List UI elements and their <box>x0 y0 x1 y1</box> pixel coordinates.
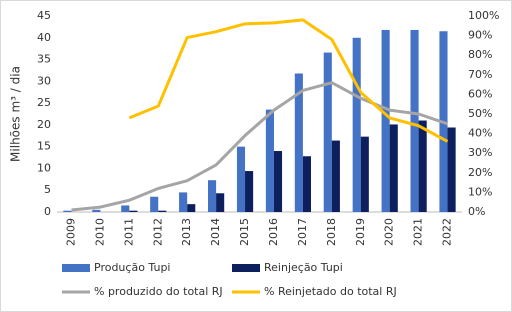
y2-tick-label: 60% <box>468 87 492 100</box>
y-tick-label: 45 <box>37 9 51 22</box>
bar <box>360 136 369 212</box>
bar <box>150 196 159 212</box>
bar <box>179 192 188 212</box>
y-tick-label: 0 <box>44 205 51 218</box>
y-axis-title: Milhões m³ / dia <box>9 66 23 162</box>
legend-swatch <box>62 264 90 272</box>
y2-tick-label: 40% <box>468 127 492 140</box>
x-tick-label: 2022 <box>441 218 454 246</box>
x-tick-label: 2015 <box>238 218 251 246</box>
bar <box>294 73 303 212</box>
bar <box>63 210 72 212</box>
y2-tick-label: 0% <box>468 205 485 218</box>
y-tick-label: 25 <box>37 96 51 109</box>
y-tick-label: 30 <box>37 74 51 87</box>
y2-tick-label: 90% <box>468 29 492 42</box>
y2-tick-label: 100% <box>468 9 499 22</box>
bar <box>158 210 167 212</box>
x-tick-label: 2013 <box>180 218 193 246</box>
y-tick-label: 20 <box>37 118 51 131</box>
x-tick-label: 2010 <box>93 218 106 246</box>
bar <box>331 140 340 212</box>
bar <box>273 151 283 212</box>
line <box>128 18 449 143</box>
y-tick-label: 10 <box>37 161 51 174</box>
legend-label: % produzido do total RJ <box>94 285 223 298</box>
bar <box>187 204 196 212</box>
y-tick-label: 5 <box>44 183 51 196</box>
x-tick-label: 2018 <box>325 218 338 246</box>
x-tick-label: 2016 <box>267 218 280 246</box>
bar <box>410 29 419 213</box>
bar <box>389 124 398 212</box>
legend-label: Produção Tupi <box>94 261 170 274</box>
bar <box>447 127 456 212</box>
x-tick-label: 2012 <box>151 218 164 246</box>
line <box>71 81 449 212</box>
y2-tick-label: 50% <box>468 107 492 120</box>
x-tick-label: 2009 <box>64 218 77 246</box>
x-tick-label: 2020 <box>383 218 396 246</box>
legend-label: Reinjeção Tupi <box>264 261 343 274</box>
bar <box>92 209 101 212</box>
y2-tick-label: 30% <box>468 146 492 159</box>
legend-label: % Reinjetado do total RJ <box>264 285 397 298</box>
y-tick-label: 40 <box>37 31 51 44</box>
bar <box>245 171 254 212</box>
y-tick-label: 15 <box>37 140 51 153</box>
x-tick-label: 2019 <box>354 218 367 246</box>
bar <box>208 180 217 212</box>
y2-tick-label: 20% <box>468 166 492 179</box>
bar <box>236 146 246 212</box>
bar <box>418 120 427 212</box>
legend-swatch <box>232 264 260 272</box>
x-tick-label: 2014 <box>209 218 222 246</box>
x-tick-label: 2017 <box>296 218 309 246</box>
x-tick-label: 2011 <box>122 218 135 246</box>
y2-tick-label: 10% <box>468 185 492 198</box>
y2-tick-label: 80% <box>468 48 492 61</box>
bar <box>265 109 274 212</box>
bar <box>323 52 332 212</box>
bar <box>352 37 361 213</box>
bar <box>216 193 225 212</box>
bar <box>381 29 390 213</box>
bar <box>302 156 311 212</box>
y2-tick-label: 70% <box>468 68 492 81</box>
y-tick-label: 35 <box>37 53 51 66</box>
bar <box>121 205 130 212</box>
bar <box>129 210 138 212</box>
x-tick-label: 2021 <box>412 218 425 246</box>
